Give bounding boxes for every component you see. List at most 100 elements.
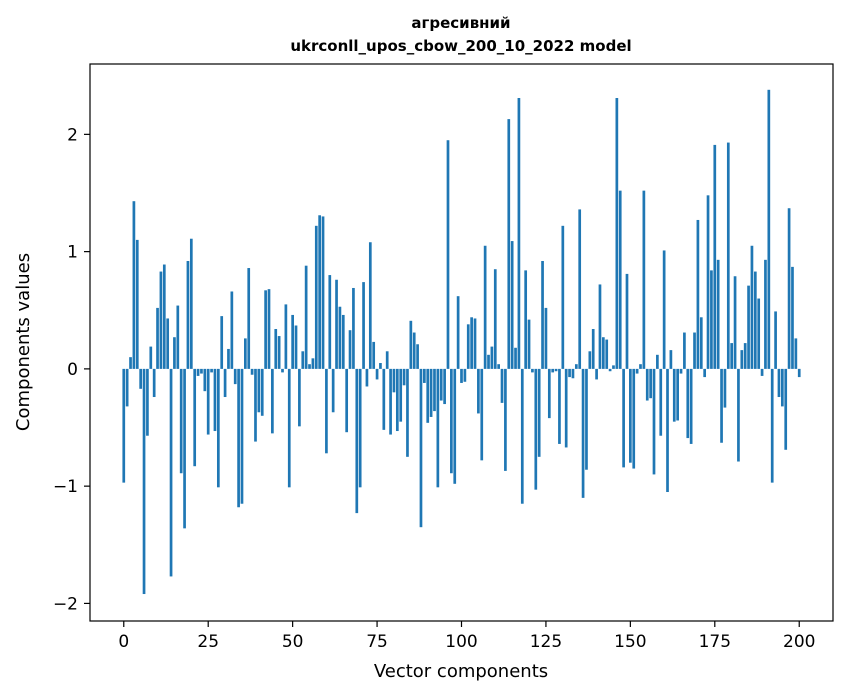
bar-88 — [419, 368, 423, 528]
bar-66 — [345, 368, 349, 433]
bar-34 — [237, 368, 240, 508]
bar-4 — [135, 239, 139, 369]
bar-137 — [585, 368, 588, 470]
bar-48 — [284, 304, 288, 369]
bar-113 — [504, 368, 507, 471]
bar-187 — [753, 271, 757, 369]
bar-65 — [341, 314, 345, 369]
bar-152 — [635, 368, 639, 374]
x-tick-label: 200 — [783, 632, 815, 652]
bar-31 — [227, 348, 230, 369]
bar-8 — [149, 346, 153, 369]
bar-7 — [146, 368, 149, 436]
bar-69 — [355, 368, 359, 514]
bar-83 — [402, 368, 406, 386]
bar-50 — [291, 314, 294, 369]
bar-120 — [527, 319, 531, 369]
bar-158 — [656, 354, 659, 369]
bar-96 — [446, 140, 450, 369]
bar-106 — [480, 368, 484, 461]
bar-192 — [770, 368, 774, 483]
bar-9 — [152, 368, 156, 398]
bar-25 — [206, 368, 210, 435]
y-tick-label: 1 — [67, 243, 78, 263]
bar-78 — [385, 351, 389, 369]
y-axis-label: Components values — [13, 253, 34, 431]
x-tick-label: 175 — [699, 632, 731, 652]
bar-191 — [767, 89, 771, 369]
bar-43 — [267, 289, 271, 369]
bar-126 — [547, 368, 551, 419]
x-axis-ticks: 0 25 50 75 100 125 150 175 200 — [118, 621, 815, 652]
bar-73 — [368, 242, 372, 369]
x-tick-label: 50 — [282, 632, 304, 652]
x-axis-label: Vector components — [374, 661, 548, 682]
bar-134 — [574, 364, 578, 369]
bar-189 — [760, 368, 764, 376]
bar-17 — [179, 368, 183, 474]
bar-170 — [696, 219, 700, 369]
bar-121 — [531, 368, 534, 373]
bar-165 — [679, 368, 683, 374]
bar-131 — [564, 368, 568, 448]
bar-39 — [254, 368, 257, 442]
bar-124 — [541, 261, 544, 369]
bar-11 — [159, 271, 163, 369]
bar-32 — [230, 291, 234, 369]
bar-159 — [659, 368, 663, 436]
bar-51 — [294, 325, 298, 369]
bar-176 — [716, 259, 720, 369]
bar-182 — [737, 368, 740, 462]
bar-125 — [544, 307, 548, 369]
bar-150 — [629, 368, 632, 463]
bar-140 — [595, 368, 598, 380]
bar-57 — [314, 225, 318, 369]
bar-104 — [473, 318, 477, 369]
bar-107 — [483, 245, 487, 369]
x-tick-label: 75 — [366, 632, 388, 652]
bar-46 — [277, 336, 281, 369]
x-tick-label: 100 — [445, 632, 477, 652]
chart-title-line2: ukrconll_upos_cbow_200_10_2022 model — [290, 37, 631, 55]
bar-0 — [122, 368, 126, 483]
bar-105 — [477, 368, 480, 414]
bar-108 — [487, 354, 490, 369]
bar-29 — [220, 316, 224, 369]
bar-144 — [608, 368, 612, 372]
bar-154 — [642, 190, 646, 369]
bar-180 — [730, 343, 734, 369]
bar-196 — [784, 368, 788, 450]
bar-33 — [233, 368, 237, 385]
bar-183 — [740, 350, 744, 369]
y-tick-label: −1 — [53, 477, 78, 497]
bar-179 — [726, 142, 730, 369]
bar-127 — [551, 368, 555, 373]
bar-169 — [693, 332, 696, 369]
bar-101 — [463, 368, 467, 382]
bar-62 — [331, 368, 335, 413]
bar-157 — [652, 368, 656, 475]
bar-102 — [466, 324, 470, 369]
bar-89 — [423, 368, 426, 383]
bar-177 — [720, 368, 723, 443]
bar-44 — [271, 368, 274, 434]
bar-185 — [747, 285, 750, 369]
bar-94 — [439, 368, 443, 401]
bar-91 — [429, 368, 433, 417]
bar-129 — [558, 368, 561, 444]
bar-156 — [649, 368, 652, 399]
bar-186 — [750, 245, 754, 369]
bar-181 — [733, 276, 737, 369]
bar-54 — [304, 265, 308, 369]
bar-198 — [791, 266, 794, 369]
bar-47 — [281, 368, 284, 373]
bar-178 — [723, 368, 727, 408]
bar-194 — [777, 368, 781, 398]
bar-85 — [409, 320, 413, 369]
bar-147 — [618, 190, 622, 369]
bar-160 — [662, 250, 666, 369]
bar-59 — [321, 216, 325, 369]
bar-195 — [780, 368, 784, 407]
bar-115 — [510, 241, 514, 369]
